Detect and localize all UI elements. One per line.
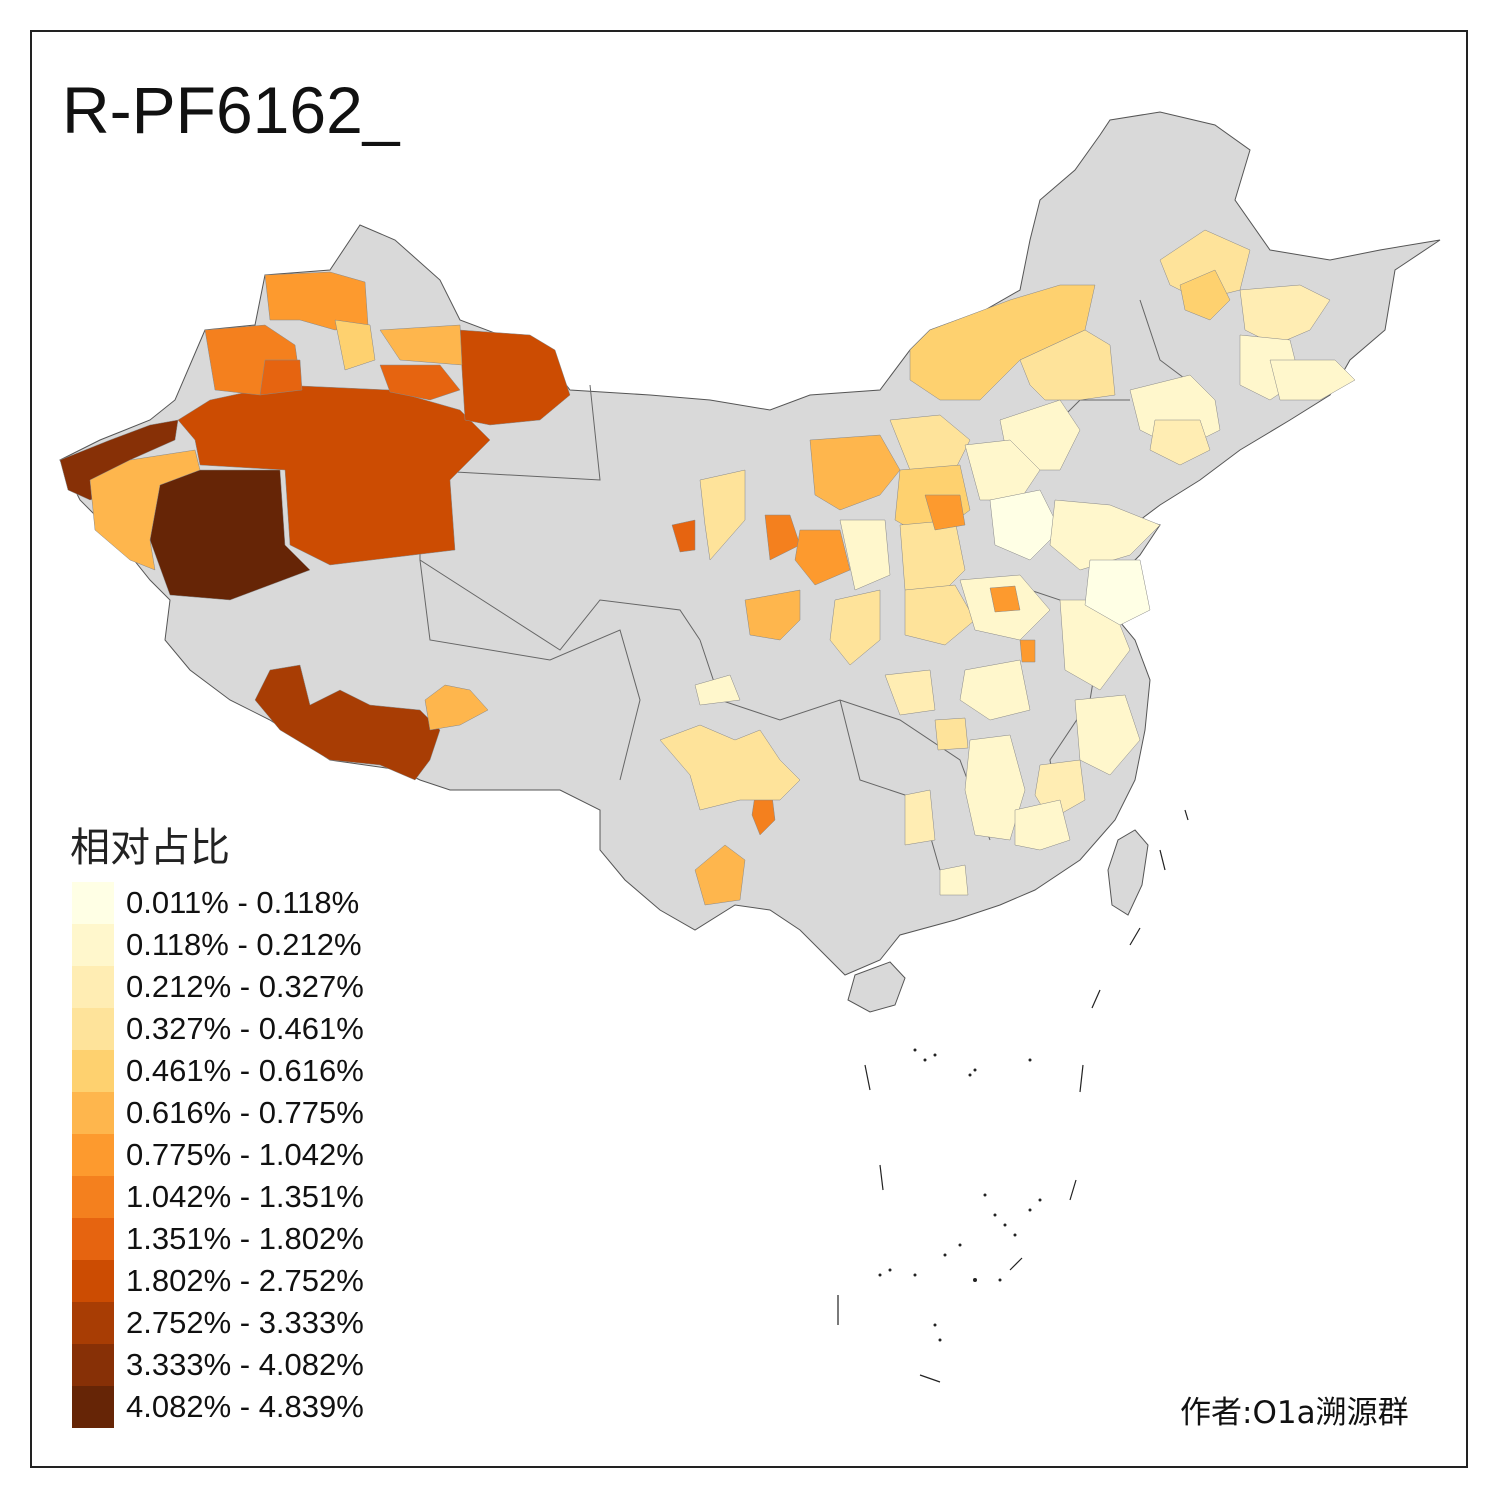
legend-swatch: [72, 1134, 114, 1176]
legend-swatch: [72, 1386, 114, 1428]
legend-label: 0.461% - 0.616%: [126, 1053, 364, 1088]
legend-swatch: [72, 1260, 114, 1302]
region-liaoning-s: [1149, 419, 1211, 466]
legend-label: 3.333% - 4.082%: [126, 1347, 364, 1382]
legend-label: 4.082% - 4.839%: [126, 1389, 364, 1424]
legend-label: 0.212% - 0.327%: [126, 969, 364, 1004]
region-turpan: [379, 364, 461, 401]
legend-swatch: [72, 1218, 114, 1260]
legend-label: 1.351% - 1.802%: [126, 1221, 364, 1256]
region-hubei-orange: [1019, 639, 1036, 663]
region-gansu-west: [671, 519, 696, 553]
author-credit: 作者:O1a溯源群: [1180, 1395, 1409, 1431]
map-title: R-PF6162_: [62, 73, 400, 147]
legend-label: 1.802% - 2.752%: [126, 1263, 364, 1298]
region-hubei: [884, 669, 936, 716]
region-qinghai-east: [744, 589, 801, 641]
region-hebei-c: [989, 489, 1061, 561]
region-hunan: [904, 789, 936, 846]
legend-swatch: [72, 1302, 114, 1344]
region-shaanxi-s: [829, 589, 881, 666]
legend-swatch: [72, 1344, 114, 1386]
region-zhejiang: [1074, 694, 1141, 776]
region-fills: [59, 229, 1356, 906]
island-dots: [878, 1048, 1042, 1342]
region-bortala: [259, 359, 303, 396]
legend-swatch: [72, 882, 114, 924]
legend-label: 0.616% - 0.775%: [126, 1095, 364, 1130]
region-lhasa: [424, 684, 489, 731]
legend-label: 0.327% - 0.461%: [126, 1011, 364, 1046]
region-sichuan-small: [694, 674, 741, 706]
region-hotan-west: [89, 449, 201, 571]
region-guangdong: [939, 864, 969, 896]
region-jilin-east: [1269, 359, 1356, 401]
region-fujian: [1014, 799, 1071, 851]
legend-swatch: [72, 1176, 114, 1218]
hainan-island: [847, 961, 906, 1013]
region-hunan-n: [934, 717, 969, 751]
region-xingan: [1019, 329, 1116, 401]
legend-swatch: [72, 1008, 114, 1050]
region-qiqihar: [1179, 269, 1231, 321]
legend-label: 0.775% - 1.042%: [126, 1137, 364, 1172]
region-hubei-e: [959, 659, 1031, 721]
region-hami: [459, 329, 571, 426]
region-jiangxi: [964, 734, 1026, 841]
region-sichuan-west: [659, 724, 801, 811]
legend-swatch: [72, 924, 114, 966]
region-henan-orange: [989, 585, 1021, 613]
legend-swatch: [72, 966, 114, 1008]
legend-title: 相对占比: [70, 825, 230, 871]
legend-label: 2.752% - 3.333%: [126, 1305, 364, 1340]
region-hohhot: [889, 414, 971, 481]
region-urumqi: [334, 319, 376, 371]
region-gansu-mid: [699, 469, 746, 561]
legend-label: 0.118% - 0.212%: [126, 927, 362, 962]
region-jiangsu: [1084, 559, 1151, 626]
taiwan-island: [1107, 829, 1149, 916]
region-shandong: [1049, 499, 1161, 571]
region-shanxi-orange: [924, 494, 966, 531]
region-kashgar: [149, 469, 311, 601]
region-hebei-n: [964, 439, 1041, 501]
legend-swatch: [72, 1092, 114, 1134]
region-shaanxi-mid: [839, 519, 891, 591]
region-changji: [379, 324, 463, 366]
region-henan-w: [904, 584, 976, 646]
region-yunnan-south: [694, 844, 746, 906]
legend-swatch: [72, 1050, 114, 1092]
legend-label: 1.042% - 1.351%: [126, 1179, 364, 1214]
region-baotou: [809, 434, 901, 511]
region-harbin: [1239, 284, 1331, 346]
map-frame: [30, 30, 1468, 1468]
region-kizilsu: [59, 419, 179, 501]
south-china-sea-islands: [837, 809, 1189, 1383]
legend-label: 0.011% - 0.118%: [126, 885, 360, 920]
region-shaanxi-n: [794, 529, 851, 586]
